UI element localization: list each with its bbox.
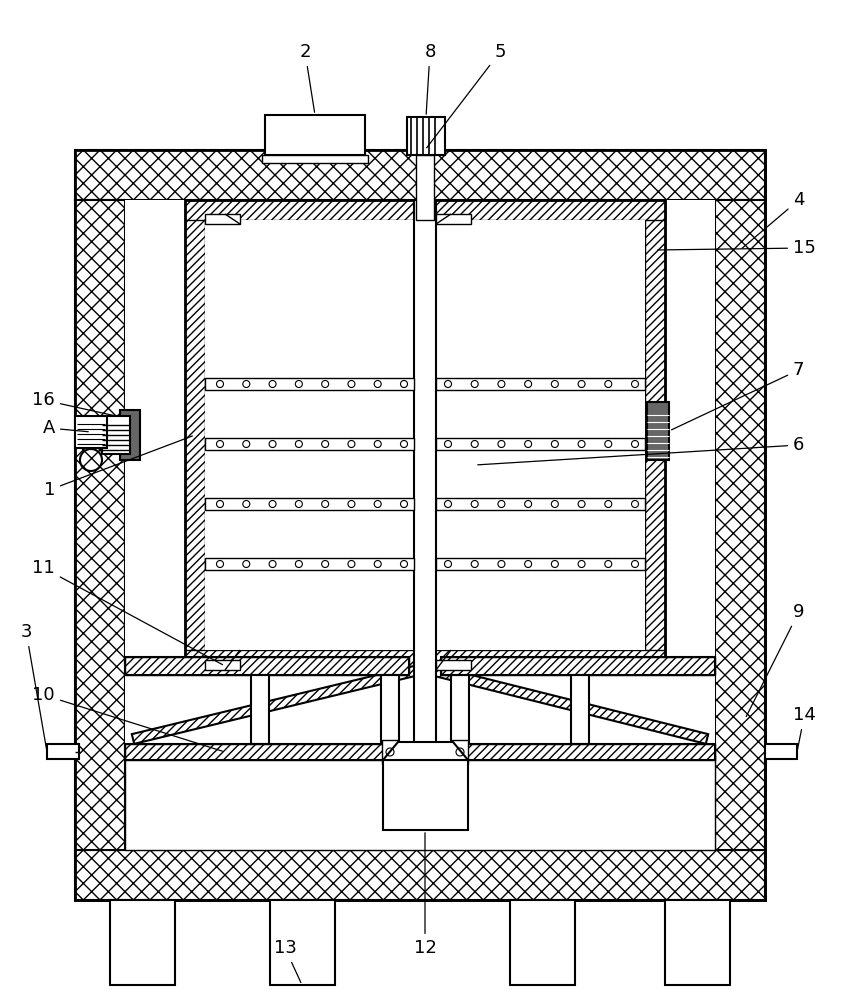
Bar [75, 850, 764, 900]
Bar [205, 660, 240, 670]
Bar [407, 117, 445, 155]
Text: 10: 10 [32, 686, 222, 751]
Bar [441, 657, 714, 675]
Text: 8: 8 [424, 43, 436, 114]
Bar [205, 498, 414, 510]
Text: 4: 4 [741, 191, 803, 248]
Bar [75, 150, 764, 900]
Polygon shape [417, 662, 707, 744]
Bar [125, 744, 714, 760]
Bar [436, 214, 470, 224]
Bar [436, 438, 644, 450]
Text: 12: 12 [413, 833, 436, 957]
Text: 11: 11 [32, 559, 222, 665]
Bar [436, 498, 644, 510]
Text: 16: 16 [32, 391, 113, 415]
Bar [436, 660, 470, 670]
Text: 14: 14 [792, 706, 815, 749]
Bar [102, 416, 130, 454]
Text: 2: 2 [299, 43, 314, 112]
Bar [75, 200, 125, 850]
Bar [110, 900, 175, 985]
Bar [452, 740, 468, 764]
Text: 9: 9 [745, 603, 803, 717]
Polygon shape [132, 662, 431, 744]
Bar [382, 760, 468, 830]
Bar [185, 650, 664, 670]
Bar [205, 558, 414, 570]
Bar [415, 155, 434, 220]
Bar [185, 200, 205, 670]
Bar [764, 744, 796, 759]
Bar [47, 744, 78, 759]
Bar [125, 755, 714, 850]
Bar [381, 740, 398, 764]
Bar [441, 657, 714, 675]
Text: 15: 15 [657, 239, 815, 257]
Bar [205, 220, 644, 650]
Bar [75, 150, 764, 900]
Bar [262, 155, 368, 163]
Bar [205, 378, 414, 390]
Bar [125, 755, 714, 850]
Bar [185, 200, 664, 670]
Bar [647, 402, 668, 460]
Bar [205, 438, 414, 450]
Text: A: A [42, 419, 88, 437]
Bar [644, 200, 664, 670]
Text: 13: 13 [273, 939, 300, 982]
Bar [185, 200, 664, 670]
Bar [714, 200, 764, 850]
Bar [510, 900, 574, 985]
Bar [125, 200, 714, 850]
Bar [270, 900, 334, 985]
Bar [381, 675, 398, 744]
Bar [125, 657, 408, 675]
Polygon shape [382, 742, 468, 760]
Text: 7: 7 [671, 361, 803, 430]
Bar [251, 675, 268, 744]
Bar [451, 675, 468, 744]
Bar [205, 214, 240, 224]
Text: 6: 6 [477, 436, 803, 465]
Bar [571, 675, 588, 744]
Bar [125, 657, 408, 675]
Bar [664, 900, 729, 985]
Bar [125, 744, 714, 760]
Bar [185, 200, 664, 220]
Text: 1: 1 [44, 436, 192, 499]
Bar [75, 150, 764, 200]
Text: 3: 3 [20, 623, 46, 749]
Bar [120, 410, 140, 460]
Text: 5: 5 [426, 43, 506, 148]
Bar [414, 200, 436, 744]
Bar [265, 115, 365, 155]
Bar [436, 378, 644, 390]
Bar [436, 558, 644, 570]
Bar [75, 416, 107, 448]
